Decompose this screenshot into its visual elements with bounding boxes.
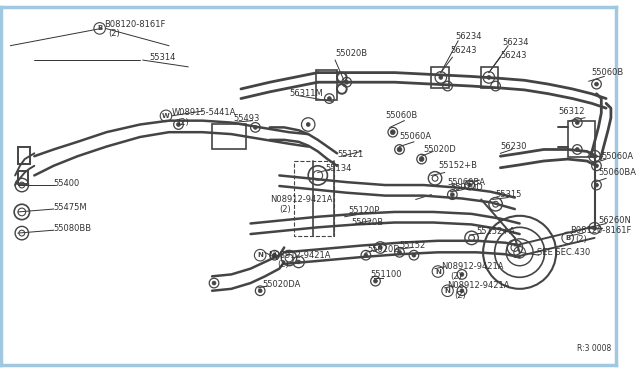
Text: SEE SEC.430: SEE SEC.430 xyxy=(537,248,590,257)
Circle shape xyxy=(419,157,424,161)
Text: N: N xyxy=(257,252,263,258)
Text: 55020DA: 55020DA xyxy=(262,279,300,289)
Text: B08120-8161F: B08120-8161F xyxy=(570,226,632,235)
Text: 55020B: 55020B xyxy=(335,49,367,58)
Circle shape xyxy=(451,193,454,196)
Text: 56234: 56234 xyxy=(455,32,482,41)
Circle shape xyxy=(390,130,395,135)
Circle shape xyxy=(328,97,332,100)
Text: 55060B: 55060B xyxy=(385,111,417,121)
Text: (2): (2) xyxy=(280,205,291,214)
Circle shape xyxy=(575,148,579,151)
Circle shape xyxy=(575,121,579,125)
Text: W08915-5441A: W08915-5441A xyxy=(172,109,236,118)
Text: 55314: 55314 xyxy=(150,53,176,62)
Text: W: W xyxy=(162,113,170,119)
Text: N08912-9421A: N08912-9421A xyxy=(441,262,503,271)
Text: 55080BB: 55080BB xyxy=(54,224,92,233)
Text: 56230: 56230 xyxy=(500,142,527,151)
Text: (2): (2) xyxy=(177,118,189,127)
Text: 55152+B: 55152+B xyxy=(438,161,477,170)
Circle shape xyxy=(253,125,257,129)
Bar xyxy=(212,125,246,148)
Text: 56243: 56243 xyxy=(451,46,477,55)
Text: 55493: 55493 xyxy=(233,114,260,123)
Text: 55020D: 55020D xyxy=(451,183,483,192)
Circle shape xyxy=(212,281,216,285)
Text: R:3 0008: R:3 0008 xyxy=(577,344,612,353)
Circle shape xyxy=(487,76,491,79)
Text: 55020D: 55020D xyxy=(368,245,401,254)
Circle shape xyxy=(177,123,180,126)
Circle shape xyxy=(593,154,596,158)
Text: 55152+A: 55152+A xyxy=(476,227,515,236)
Text: N08912-9421A: N08912-9421A xyxy=(447,282,510,291)
Circle shape xyxy=(439,76,443,79)
Text: N: N xyxy=(435,269,441,275)
Bar xyxy=(18,171,28,184)
Text: 55120P: 55120P xyxy=(349,206,380,215)
Circle shape xyxy=(345,80,349,84)
Text: (2): (2) xyxy=(454,291,466,300)
Text: 55060A: 55060A xyxy=(399,132,431,141)
Text: B: B xyxy=(97,25,102,31)
Circle shape xyxy=(412,253,416,257)
Circle shape xyxy=(378,246,382,249)
Text: (2): (2) xyxy=(108,29,120,38)
Circle shape xyxy=(307,123,310,126)
Text: (2): (2) xyxy=(575,235,587,244)
Text: 55020B: 55020B xyxy=(351,218,383,227)
Bar xyxy=(294,161,334,236)
Circle shape xyxy=(468,183,472,187)
Circle shape xyxy=(595,82,598,86)
Text: 55060BA: 55060BA xyxy=(598,168,636,177)
Circle shape xyxy=(258,289,262,293)
Text: 56311M: 56311M xyxy=(289,89,323,98)
Circle shape xyxy=(593,226,596,230)
Circle shape xyxy=(297,260,301,264)
Text: (2): (2) xyxy=(278,260,289,269)
Bar xyxy=(316,70,337,100)
Bar xyxy=(481,67,499,88)
Circle shape xyxy=(374,279,378,283)
Text: N08912-9421A: N08912-9421A xyxy=(268,251,330,260)
Text: 55060A: 55060A xyxy=(602,152,634,161)
Text: (2): (2) xyxy=(451,272,462,281)
Bar xyxy=(568,121,595,157)
Text: N08912-9421A: N08912-9421A xyxy=(270,195,332,204)
Text: N: N xyxy=(445,288,451,294)
Text: 56243: 56243 xyxy=(500,51,527,60)
Circle shape xyxy=(397,250,401,254)
Text: 55134: 55134 xyxy=(326,164,352,173)
Text: B: B xyxy=(565,235,570,241)
Text: 55475M: 55475M xyxy=(54,203,87,212)
Circle shape xyxy=(595,164,598,168)
Text: 56234: 56234 xyxy=(502,38,529,47)
Text: 55152: 55152 xyxy=(399,241,426,250)
Text: 55315: 55315 xyxy=(495,190,522,199)
Text: 56312: 56312 xyxy=(558,106,584,116)
Circle shape xyxy=(460,289,464,293)
Text: 55400: 55400 xyxy=(54,179,80,187)
Text: B08120-8161F: B08120-8161F xyxy=(104,20,166,29)
Text: 55060B: 55060B xyxy=(592,68,624,77)
Text: 56260N: 56260N xyxy=(598,216,631,225)
Circle shape xyxy=(460,272,464,276)
Circle shape xyxy=(397,147,402,152)
Circle shape xyxy=(595,183,598,187)
Circle shape xyxy=(273,253,276,257)
Text: 55060BA: 55060BA xyxy=(447,178,486,187)
Text: 55020D: 55020D xyxy=(424,145,456,154)
Circle shape xyxy=(364,253,368,257)
Text: 55121: 55121 xyxy=(337,150,364,159)
Bar xyxy=(18,147,29,164)
Text: 551100: 551100 xyxy=(371,270,402,279)
Bar xyxy=(431,67,449,88)
